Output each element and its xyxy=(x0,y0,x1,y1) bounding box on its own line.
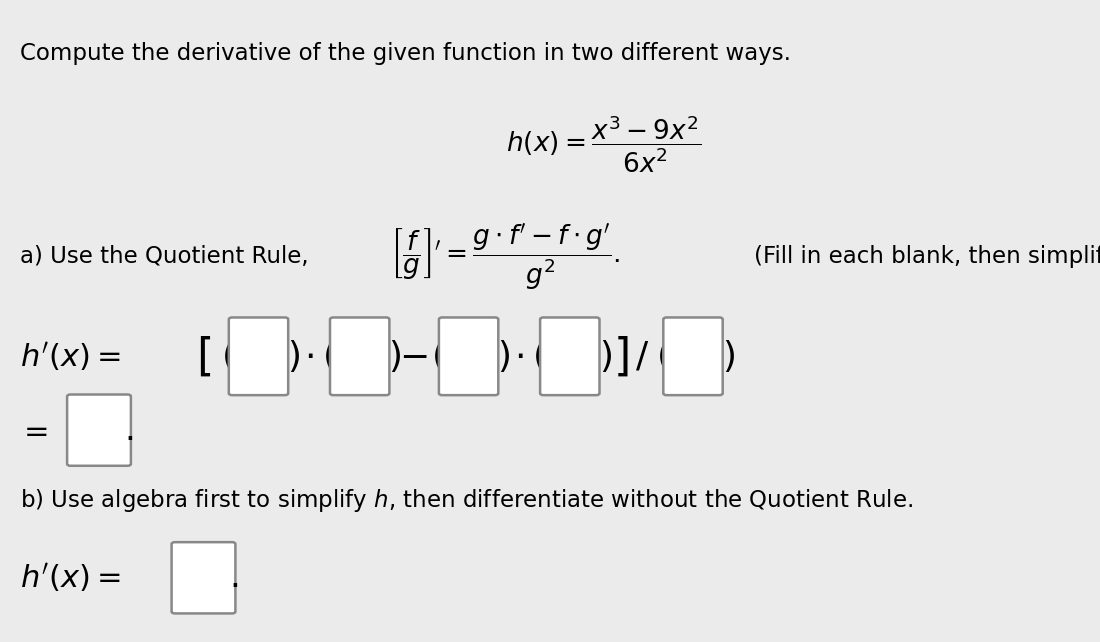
Text: $h'(x) =$: $h'(x) =$ xyxy=(20,561,120,594)
Text: $\cdot$: $\cdot$ xyxy=(515,340,524,373)
Text: (Fill in each blank, then simplify.): (Fill in each blank, then simplify.) xyxy=(754,245,1100,268)
Text: $)$: $)$ xyxy=(497,338,510,374)
Text: $h'(x) =$: $h'(x) =$ xyxy=(20,340,120,373)
FancyBboxPatch shape xyxy=(439,317,498,395)
Text: $h(x) = \dfrac{x^3 - 9x^2}{6x^2}$: $h(x) = \dfrac{x^3 - 9x^2}{6x^2}$ xyxy=(506,114,701,175)
Text: $(\ $: $(\ $ xyxy=(532,338,546,374)
Text: $(\ $: $(\ $ xyxy=(431,338,444,374)
Text: $)$: $)$ xyxy=(598,338,612,374)
Text: $-$: $-$ xyxy=(399,340,428,373)
Text: a) Use the Quotient Rule,: a) Use the Quotient Rule, xyxy=(20,245,308,268)
Text: $/$: $/$ xyxy=(636,340,649,373)
Text: $)$: $)$ xyxy=(722,338,735,374)
Text: $)$: $)$ xyxy=(388,338,401,374)
Text: $(\ $: $(\ $ xyxy=(322,338,335,374)
Text: Compute the derivative of the given function in two different ways.: Compute the derivative of the given func… xyxy=(20,42,791,65)
FancyBboxPatch shape xyxy=(663,317,723,395)
Text: b) Use algebra first to simplify $h$, then differentiate without the Quotient Ru: b) Use algebra first to simplify $h$, th… xyxy=(20,487,913,514)
Text: $(\ $: $(\ $ xyxy=(221,338,234,374)
Text: $=$: $=$ xyxy=(18,415,48,445)
FancyBboxPatch shape xyxy=(172,542,235,614)
FancyBboxPatch shape xyxy=(540,317,600,395)
Text: $[$: $[$ xyxy=(196,334,211,378)
FancyBboxPatch shape xyxy=(330,317,389,395)
Text: $)$: $)$ xyxy=(287,338,300,374)
Text: $]$: $]$ xyxy=(613,334,628,378)
Text: $(\ $: $(\ $ xyxy=(656,338,669,374)
Text: .: . xyxy=(229,561,240,594)
Text: .: . xyxy=(124,413,135,447)
FancyBboxPatch shape xyxy=(67,394,131,466)
FancyBboxPatch shape xyxy=(229,317,288,395)
Text: $\left[\dfrac{f}{g}\right]' = \dfrac{g \cdot f' - f \cdot g'}{g^2}.$: $\left[\dfrac{f}{g}\right]' = \dfrac{g \… xyxy=(390,221,620,292)
Text: $\cdot$: $\cdot$ xyxy=(305,340,314,373)
